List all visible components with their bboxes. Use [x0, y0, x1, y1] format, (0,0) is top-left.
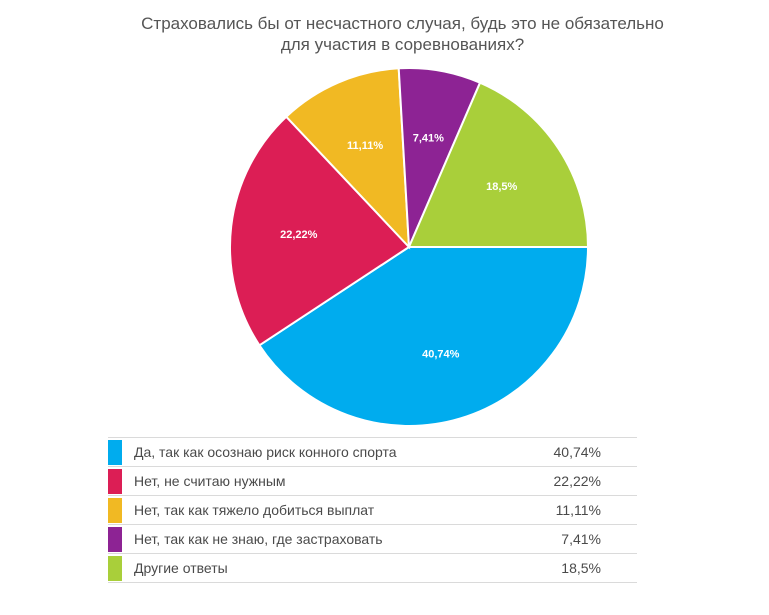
- legend-item: Другие ответы 18,5%: [108, 553, 637, 583]
- legend-swatch: [108, 498, 122, 523]
- chart-title-line-2: для участия в соревнованиях?: [280, 35, 525, 54]
- legend-label: Нет, так как не знаю, где застраховать: [134, 531, 383, 547]
- legend-value: 22,22%: [553, 473, 601, 489]
- slice-data-label: 22,22%: [280, 229, 318, 241]
- pie-slice: [407, 81, 590, 248]
- legend-item: Нет, не считаю нужным 22,22%: [108, 466, 637, 495]
- slice-data-label: 18,5%: [486, 181, 517, 193]
- legend-label: Другие ответы: [134, 560, 228, 576]
- legend-value: 18,5%: [561, 560, 601, 576]
- legend-item: Нет, так как тяжело добиться выплат 11,1…: [108, 495, 637, 524]
- legend-label: Нет, так как тяжело добиться выплат: [134, 502, 375, 518]
- legend-label: Да, так как осознаю риск конного спорта: [134, 444, 397, 460]
- legend-swatch: [108, 440, 122, 465]
- legend: Да, так как осознаю риск конного спорта …: [108, 437, 637, 583]
- pie-slice: [284, 67, 411, 250]
- legend-item: Да, так как осознаю риск конного спорта …: [108, 437, 637, 466]
- legend-swatch: [108, 469, 122, 494]
- chart-title-line-1: Страховались бы от несчастного случая, б…: [141, 14, 664, 33]
- legend-swatch: [108, 556, 122, 581]
- pie-slice: [229, 115, 411, 347]
- slice-data-label: 40,74%: [422, 348, 460, 360]
- pie-chart: 40,74% 22,22% 11,11% 7,41% 18,5%: [229, 67, 590, 427]
- chart-title: Страховались бы от несчастного случая, б…: [0, 13, 769, 55]
- legend-value: 11,11%: [555, 502, 601, 518]
- slice-data-label: 7,41%: [413, 133, 444, 145]
- legend-swatch: [108, 527, 122, 552]
- legend-value: 40,74%: [553, 444, 601, 460]
- legend-value: 7,41%: [561, 531, 601, 547]
- legend-item: Нет, так как не знаю, где застраховать 7…: [108, 524, 637, 553]
- legend-label: Нет, не считаю нужным: [134, 473, 286, 489]
- slice-data-label: 11,11%: [347, 140, 383, 152]
